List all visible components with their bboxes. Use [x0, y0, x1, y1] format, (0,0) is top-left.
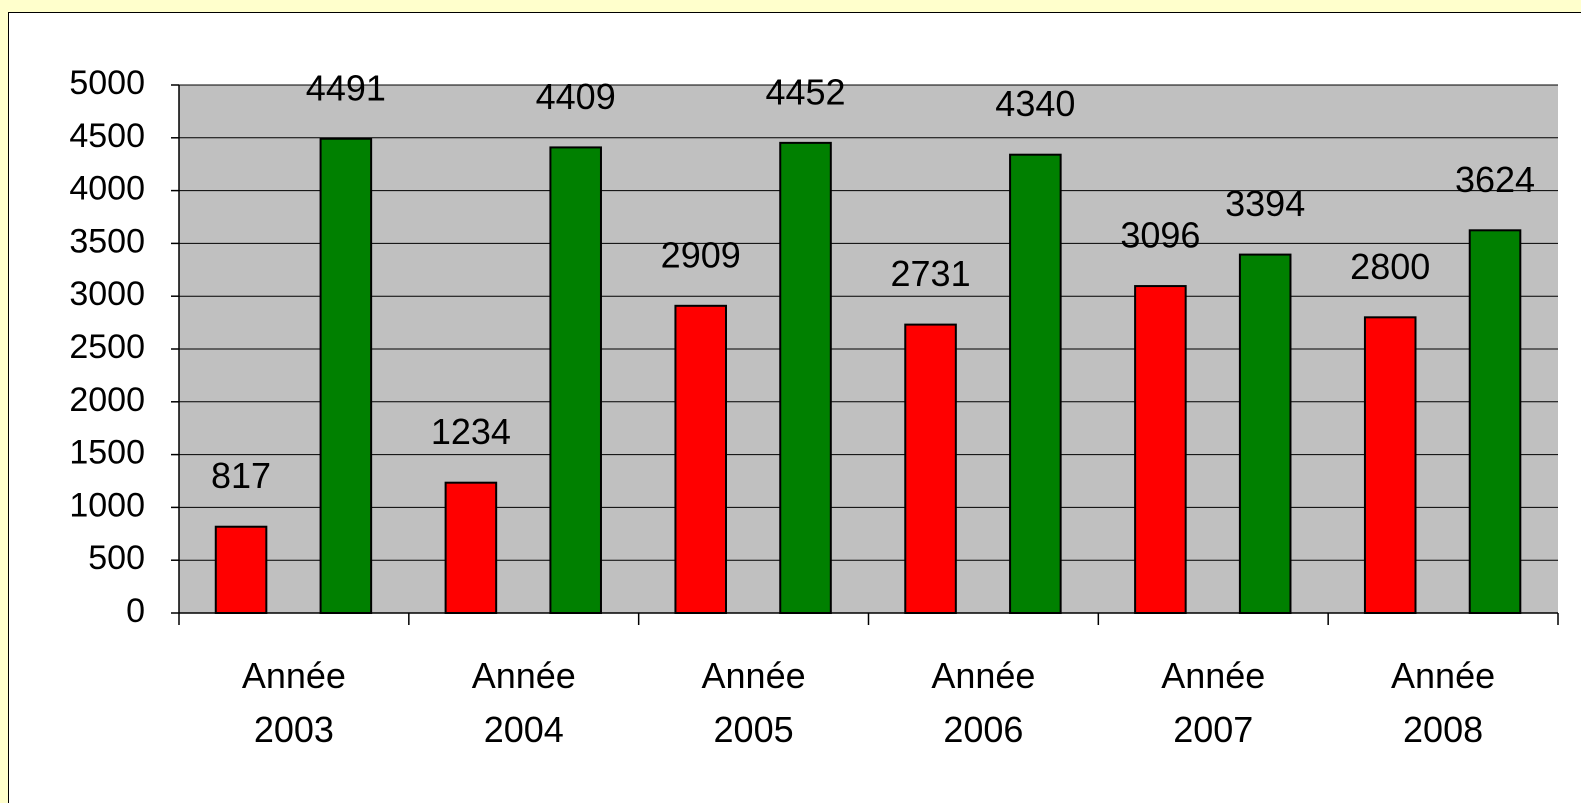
bar	[674, 304, 728, 614]
bar	[214, 525, 268, 614]
bar	[319, 137, 373, 614]
y-tick-label: 4500	[69, 117, 145, 155]
value-label: 4409	[536, 76, 616, 117]
x-tick-label: Année 2008	[1391, 655, 1496, 750]
y-tick-label: 500	[88, 539, 145, 577]
value-label: 3624	[1455, 159, 1535, 200]
value-label: 2731	[891, 253, 971, 294]
bar	[1468, 229, 1522, 614]
value-label: 4491	[306, 67, 386, 108]
bar	[1009, 153, 1062, 614]
x-tick-label: Année 2005	[701, 655, 806, 750]
y-tick-label: 0	[126, 592, 145, 630]
x-tick-label: Année 2006	[931, 655, 1036, 750]
y-tick-label: 4000	[69, 170, 145, 208]
y-tick-label: 2000	[69, 381, 145, 419]
value-label: 3096	[1120, 215, 1200, 256]
bar	[779, 141, 832, 614]
bar	[1134, 285, 1187, 614]
x-tick-label: Année 2004	[471, 655, 576, 750]
y-tick-label: 1000	[69, 486, 145, 524]
y-tick-label: 1500	[69, 434, 145, 472]
value-label: 2909	[661, 234, 741, 275]
x-tick-label: Année 2003	[241, 655, 346, 750]
value-label: 1234	[431, 411, 511, 452]
bar	[1238, 253, 1292, 614]
bar	[549, 146, 602, 614]
y-tick-label: 3000	[69, 275, 145, 313]
bar	[904, 323, 957, 614]
value-label: 817	[211, 455, 271, 496]
value-label: 4340	[995, 83, 1075, 124]
y-tick-label: 3500	[69, 222, 145, 260]
y-tick-label: 5000	[69, 64, 145, 102]
x-tick-label: Année 2007	[1161, 655, 1266, 750]
value-label: 2800	[1350, 246, 1430, 287]
value-label: 3394	[1225, 183, 1305, 224]
bar	[444, 481, 498, 614]
value-label: 4452	[765, 71, 845, 112]
y-tick-label: 2500	[69, 328, 145, 366]
bar	[1363, 316, 1417, 614]
